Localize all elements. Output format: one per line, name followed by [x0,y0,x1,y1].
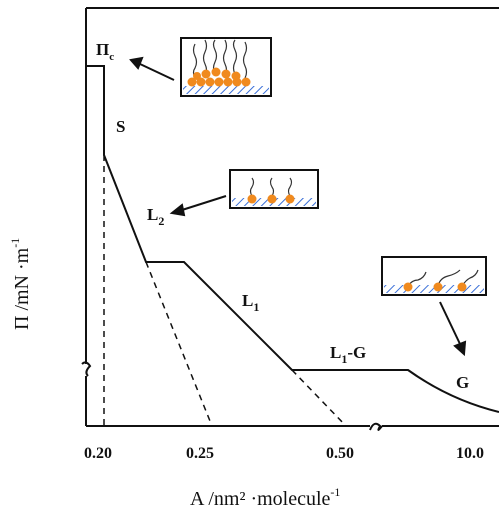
x-axis [86,422,499,431]
svg-text:Π /mN ·m-1: Π /mN ·m-1 [8,238,33,330]
x-tick-label: 10.0 [456,445,484,462]
axes-frame [81,7,499,431]
y-axis-title: Π /mN ·m-1 [8,238,33,330]
y-axis [81,8,92,426]
inset-collapse [129,37,272,97]
extrap-line-condensed [145,261,213,427]
inset-gas [381,256,487,357]
x-axis-title: A /nm² ·molecule-1 [190,485,340,510]
phase-label-coexistence: L1-G [330,343,366,366]
extrapolation-lines [103,155,347,427]
x-tick-label: 0.20 [84,445,112,462]
extrap-line-expanded [291,369,347,427]
inset-condensed [169,169,319,217]
phase-label-solid: S [116,117,125,136]
isotherm-curve [86,65,499,413]
x-tick-label: 0.50 [326,445,354,462]
phase-label-expanded: L1 [242,291,259,314]
phase-label-collapse: Πc [96,40,114,63]
arrow-condensed [169,195,227,217]
x-tick-labels: 0.20 0.25 0.50 10.0 [84,445,484,462]
x-tick-label: 0.25 [186,445,214,462]
arrow-collapse [129,56,175,81]
phase-label-condensed: L2 [147,205,164,228]
arrow-gas [439,301,467,357]
phase-label-gas: G [456,373,469,392]
